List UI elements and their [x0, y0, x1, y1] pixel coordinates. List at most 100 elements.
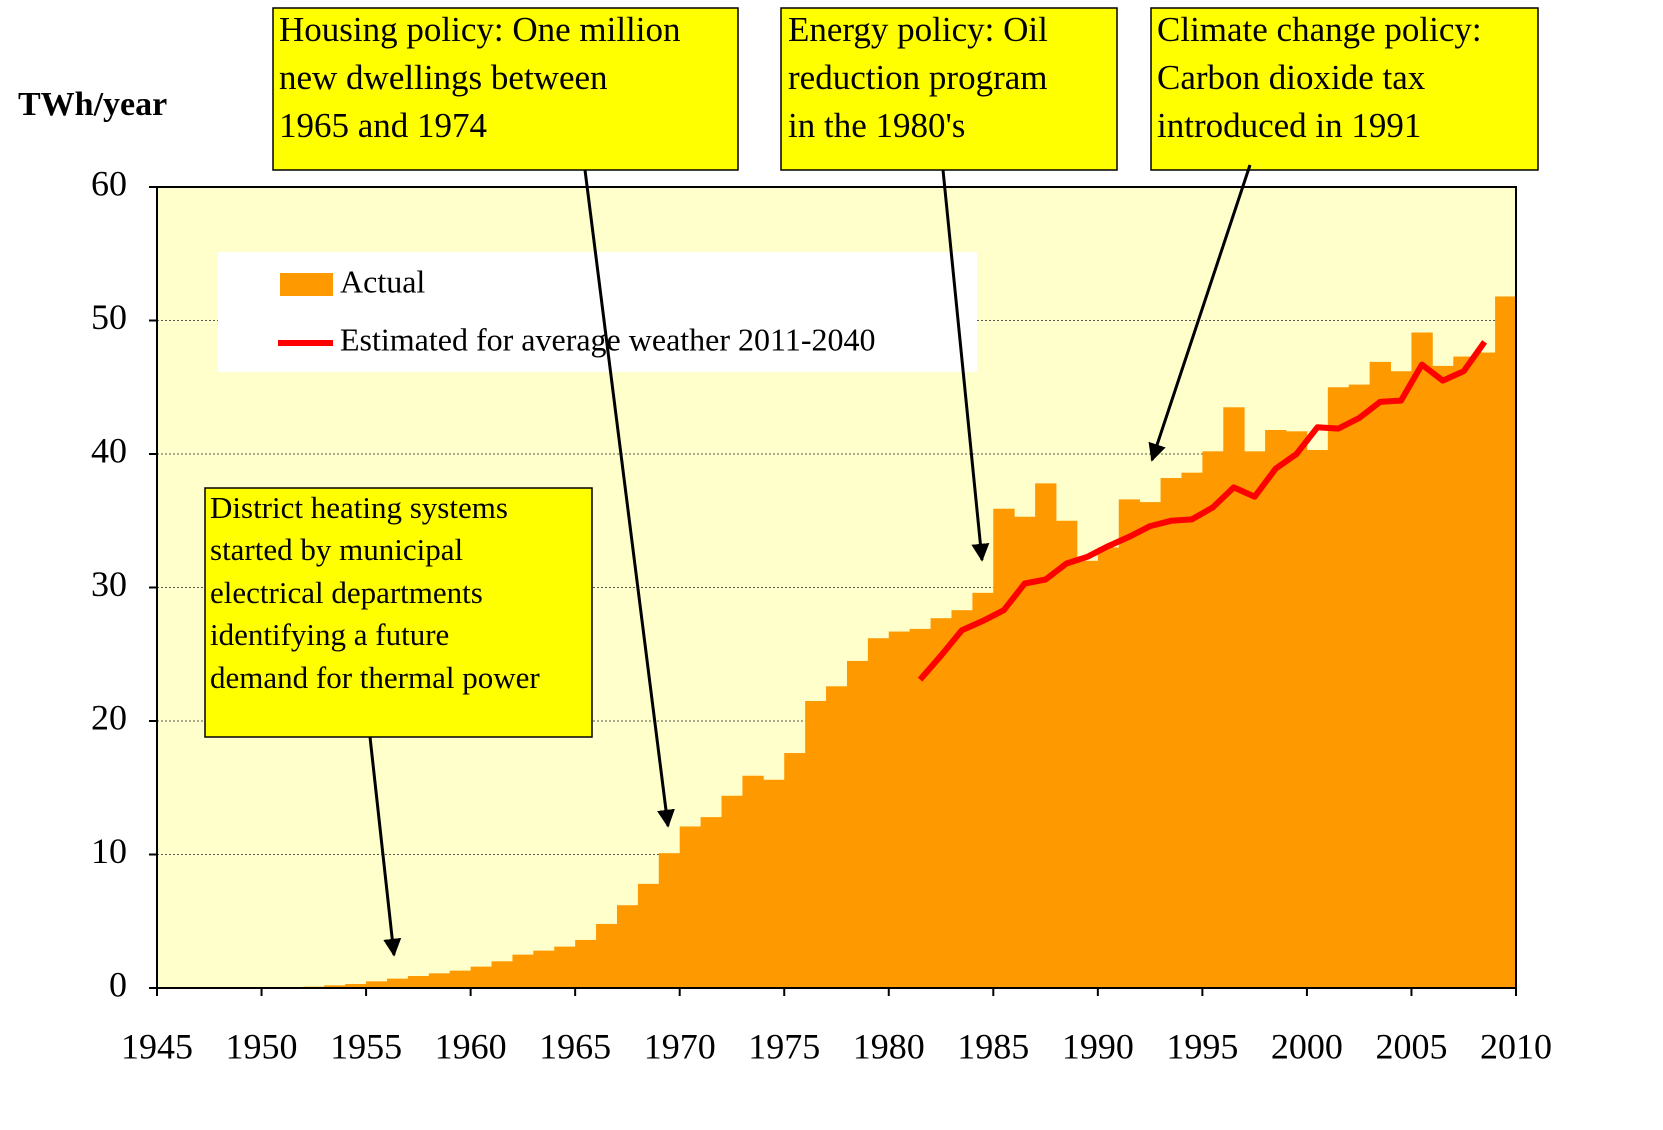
x-tick-label: 1960 [435, 1026, 507, 1066]
annotation-text: Energy policy: Oil [788, 10, 1048, 49]
bar [1390, 371, 1412, 989]
bar [1495, 296, 1517, 989]
bar [1244, 451, 1266, 989]
bar [1474, 352, 1496, 988]
x-tick-label: 1985 [957, 1026, 1029, 1066]
bar [1348, 384, 1371, 989]
bar [972, 592, 994, 988]
x-tick-label: 1970 [644, 1026, 716, 1066]
bar [784, 753, 806, 988]
bar [1118, 499, 1141, 988]
bar [1369, 361, 1391, 988]
annotation-text: identifying a future [210, 617, 449, 652]
y-tick-label: 50 [91, 297, 127, 337]
y-tick-label: 30 [91, 564, 127, 604]
bar [428, 973, 451, 988]
annotation: District heating systems started by muni… [204, 487, 593, 957]
x-tick-label: 1950 [226, 1026, 298, 1066]
bar [721, 795, 743, 988]
bar [1411, 332, 1433, 988]
bar [930, 618, 952, 988]
bar [637, 883, 660, 988]
annotation: Energy policy: Oil reduction program in … [780, 7, 1118, 562]
annotation-text: 1965 and 1974 [279, 106, 487, 145]
y-tick-label: 60 [91, 163, 127, 203]
bar [679, 826, 701, 988]
bar [1181, 472, 1203, 988]
annotation-text: demand for thermal power [210, 660, 540, 695]
bar [867, 638, 890, 988]
bar [1014, 516, 1036, 988]
y-tick-label: 20 [91, 697, 127, 737]
bar [1076, 560, 1099, 988]
bar [700, 817, 722, 988]
annotation-box [272, 7, 739, 171]
bar [596, 923, 618, 988]
bar [470, 966, 492, 988]
lines [917, 340, 1488, 682]
bar [763, 779, 785, 988]
bar [1056, 520, 1078, 988]
x-tick-label: 1975 [748, 1026, 820, 1066]
bar [1327, 387, 1350, 988]
annotation-text: District heating systems [210, 490, 508, 525]
annotation-text: started by municipal [210, 532, 463, 567]
annotation-box [780, 7, 1118, 171]
annotation-arrow [368, 736, 402, 957]
annotation: Climate change policy: Carbon dioxide ta… [1148, 7, 1539, 462]
bar [1453, 356, 1475, 988]
legend-swatch [280, 273, 333, 296]
x-tick-label: 2010 [1480, 1026, 1552, 1066]
bar [554, 946, 576, 988]
bar [1306, 449, 1329, 988]
y-tick-label: 0 [109, 964, 127, 1004]
bar [345, 983, 367, 988]
y-tick-label: 10 [91, 831, 127, 871]
x-tick-label: 2005 [1375, 1026, 1447, 1066]
annotation-box [1150, 7, 1539, 171]
bar [324, 985, 346, 988]
bar [366, 981, 388, 988]
annotation-arrow [1148, 164, 1252, 462]
annotation-text: Carbon dioxide tax [1157, 58, 1426, 97]
annotation-text: in the 1980's [788, 106, 965, 145]
bar [846, 660, 869, 988]
annotation-text: Housing policy: One million [279, 10, 681, 49]
bar [993, 508, 1015, 988]
bar [512, 954, 534, 988]
annotation-arrow [941, 169, 990, 562]
legend-label: Actual [340, 263, 425, 299]
x-tick-label: 1965 [539, 1026, 611, 1066]
bar [805, 700, 827, 988]
annotation-text: introduced in 1991 [1157, 106, 1421, 145]
bar [616, 905, 639, 988]
bar [1202, 451, 1224, 989]
x-tick-label: 1990 [1062, 1026, 1134, 1066]
bar [826, 686, 848, 988]
bar [575, 939, 597, 988]
bar [888, 631, 911, 988]
bar [491, 961, 513, 988]
bar [1035, 483, 1057, 988]
bar [1286, 431, 1308, 988]
bar [533, 950, 555, 988]
bar [658, 853, 681, 988]
annotation-text: reduction program [788, 58, 1048, 97]
bar [742, 775, 764, 988]
bar [407, 975, 430, 988]
annotation: Housing policy: One million new dwelling… [272, 7, 739, 828]
x-tick-label: 1995 [1166, 1026, 1238, 1066]
annotation-text: Climate change policy: [1157, 10, 1482, 49]
x-tick-label: 2000 [1271, 1026, 1343, 1066]
bar [1265, 429, 1287, 989]
bar [951, 610, 973, 988]
bar [1160, 478, 1182, 988]
bar [909, 628, 931, 988]
y-axis-label: TWh/year [18, 86, 167, 123]
bar [1223, 407, 1245, 988]
x-tick-label: 1955 [330, 1026, 402, 1066]
bar [1139, 502, 1161, 988]
bar [449, 970, 472, 988]
annotation-text: new dwellings between [279, 58, 608, 97]
